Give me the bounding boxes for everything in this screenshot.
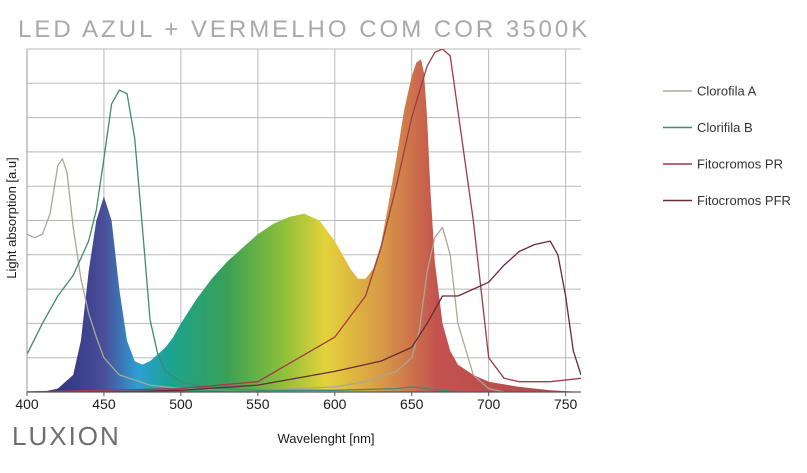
- y-axis-label: Light absorption [a.u]: [4, 157, 19, 278]
- x-tick-label: 650: [400, 396, 424, 412]
- spectrum-fill: [27, 59, 581, 392]
- series-line-clorifila-b: [27, 89, 458, 392]
- chart-title: LED AZUL + VERMELHO COM COR 3500K: [18, 16, 590, 43]
- legend-label-fitocromos-pr: Fitocromos PR: [697, 157, 783, 172]
- x-tick-label: 400: [15, 396, 39, 412]
- legend-label-clorofila-a: Clorofila A: [697, 84, 757, 99]
- x-tick-label: 450: [92, 396, 116, 412]
- series-line-fitocromos-pr: [27, 49, 581, 392]
- spectrum-area: [27, 59, 581, 392]
- x-tick-label: 600: [323, 396, 347, 412]
- x-tick-label: 500: [169, 396, 193, 412]
- x-axis-ticks: 400 450 500 550 600 650 700 750: [15, 392, 578, 412]
- x-tick-label: 550: [246, 396, 270, 412]
- legend: Clorofila A Clorifila B Fitocromos PR Fitoc…: [663, 84, 791, 208]
- series-line-fitocromos-pfr: [27, 240, 581, 392]
- x-axis-label: Wavelenght [nm]: [277, 431, 374, 446]
- legend-label-clorifila-b: Clorifila B: [697, 120, 753, 135]
- logo-text: LUXION: [12, 421, 121, 451]
- legend-label-fitocromos-pfr: Fitocromos PFR: [697, 193, 791, 208]
- series-lines: [27, 49, 581, 392]
- luxion-logo: LUXION: [12, 421, 121, 451]
- x-tick-label: 700: [477, 396, 501, 412]
- x-tick-label: 750: [554, 396, 578, 412]
